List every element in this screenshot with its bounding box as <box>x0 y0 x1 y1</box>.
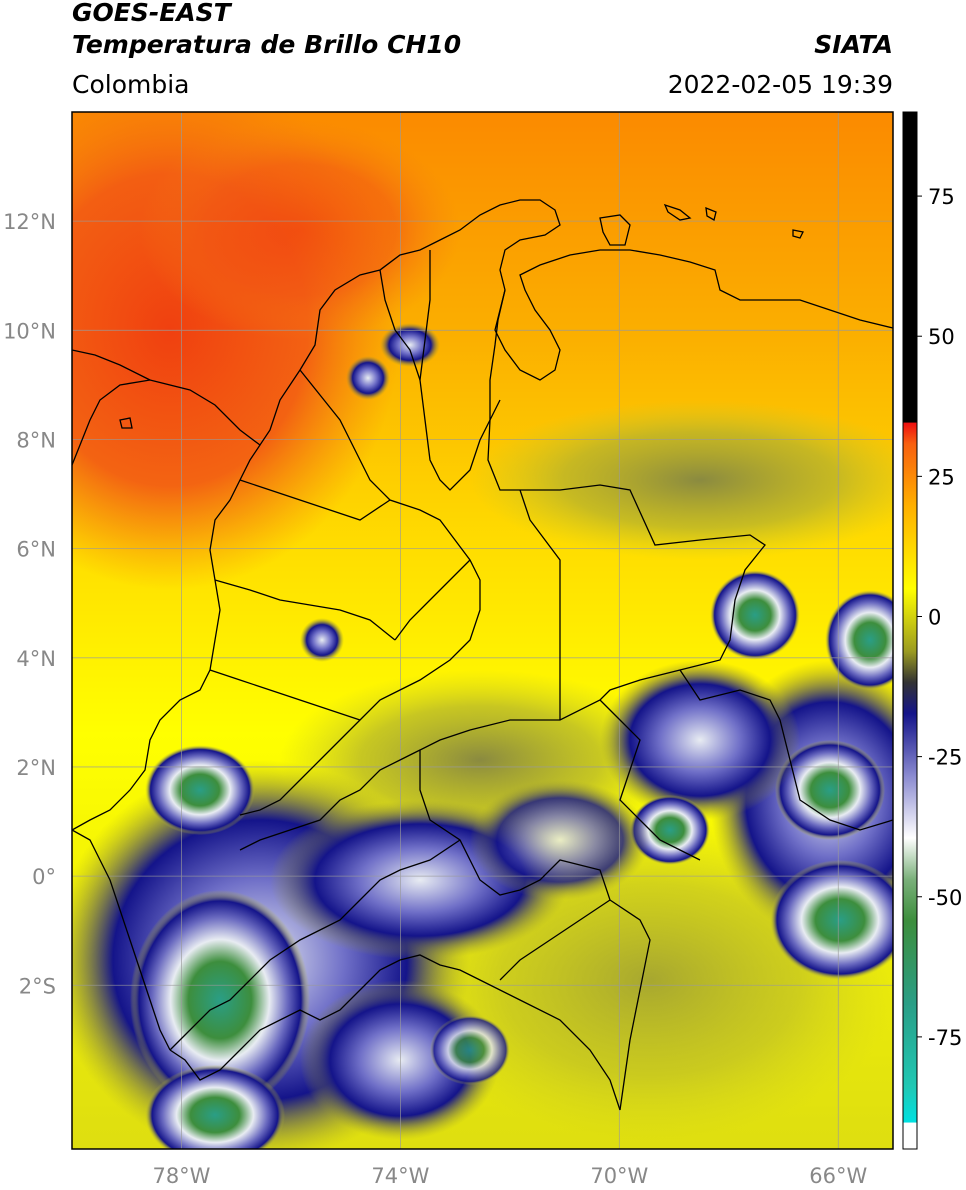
warm-region <box>140 120 460 340</box>
deep-convection <box>775 740 885 840</box>
colorbar-tick-label: 75 <box>928 185 955 209</box>
colorbar <box>902 111 918 1150</box>
deep-convection <box>145 1065 285 1149</box>
deep-convection <box>630 795 710 865</box>
deep-convection <box>130 890 310 1110</box>
deep-convection <box>825 590 893 690</box>
convective-cloud <box>380 323 440 367</box>
lon-tick-label: 70°W <box>590 1164 648 1188</box>
title-line-1: GOES-EAST <box>72 0 231 27</box>
convective-cloud <box>346 356 390 400</box>
region-subtitle: Colombia <box>72 70 190 99</box>
deep-convection <box>770 860 893 980</box>
colorbar-tick-label: -25 <box>928 746 962 770</box>
lat-tick-label: 2°N <box>16 756 56 780</box>
lat-tick-label: 4°N <box>16 647 56 671</box>
lat-tick-label: 0° <box>32 865 56 889</box>
lat-tick-label: 12°N <box>3 210 56 234</box>
convective-cloud <box>600 660 800 820</box>
cloud-band <box>470 400 893 560</box>
lat-tick-label: 10°N <box>3 319 56 343</box>
deep-convection <box>710 570 800 660</box>
longitude-axis: 78°W 74°W 70°W 66°W <box>152 1164 867 1188</box>
latitude-axis: 12°N 10°N 8°N 6°N 4°N 2°N 0° 2°S <box>3 210 56 998</box>
colorbar-tick-label: 0 <box>928 605 941 629</box>
timestamp-label: 2022-02-05 19:39 <box>667 70 893 99</box>
colorbar-axis: 75 50 25 0 -25 -50 -75 <box>917 185 962 1050</box>
lat-tick-label: 2°S <box>19 974 56 998</box>
convective-cloud <box>470 780 650 900</box>
lon-tick-label: 78°W <box>152 1164 210 1188</box>
lon-tick-label: 74°W <box>371 1164 429 1188</box>
colorbar-tick-label: 50 <box>928 325 955 349</box>
colorbar-tick-label: -50 <box>928 886 962 910</box>
title-line-2: Temperatura de Brillo CH10 <box>72 30 462 59</box>
coastlines-and-borders <box>72 199 893 1111</box>
deep-convection <box>145 745 255 835</box>
deep-convection <box>430 1015 510 1085</box>
colorbar-tick-label: 25 <box>928 465 955 489</box>
lon-tick-label: 66°W <box>809 1164 867 1188</box>
map-frame <box>71 111 894 1150</box>
organization-label: SIATA <box>814 30 893 59</box>
convective-cloud <box>300 618 344 662</box>
colorbar-tick-label: -75 <box>928 1026 962 1050</box>
lat-tick-label: 8°N <box>16 428 56 452</box>
graticule <box>72 112 893 1149</box>
lat-tick-label: 6°N <box>16 538 56 562</box>
